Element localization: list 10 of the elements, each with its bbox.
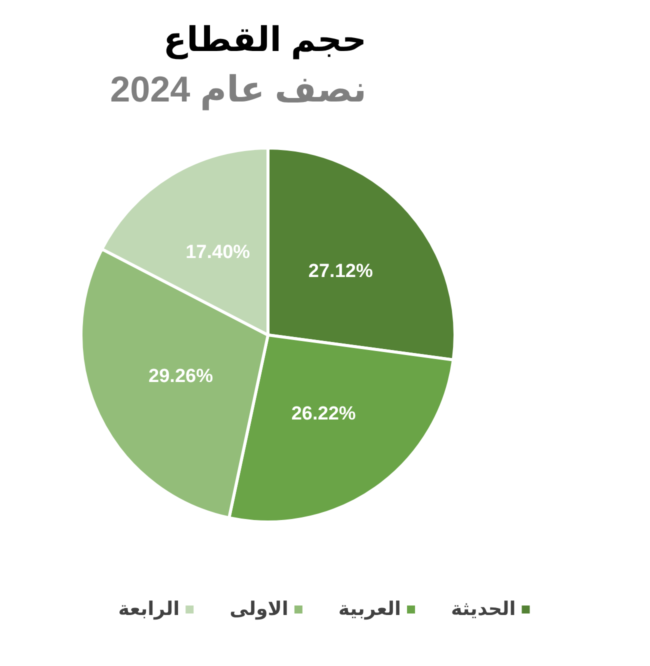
data-label: 27.12% [308,260,373,282]
data-label: 26.22% [291,403,356,424]
legend-label: الحديثة [451,599,516,620]
data-label: 17.40% [186,242,250,264]
data-label: 29.26% [148,366,214,387]
legend-label: الاولى [230,599,288,620]
legend-label: الرابعة [118,599,180,620]
legend-label: العربية [338,599,402,620]
chart-subtitle: نصف عام 2024 [110,68,367,110]
chart-title: حجم القطاع [163,21,367,60]
